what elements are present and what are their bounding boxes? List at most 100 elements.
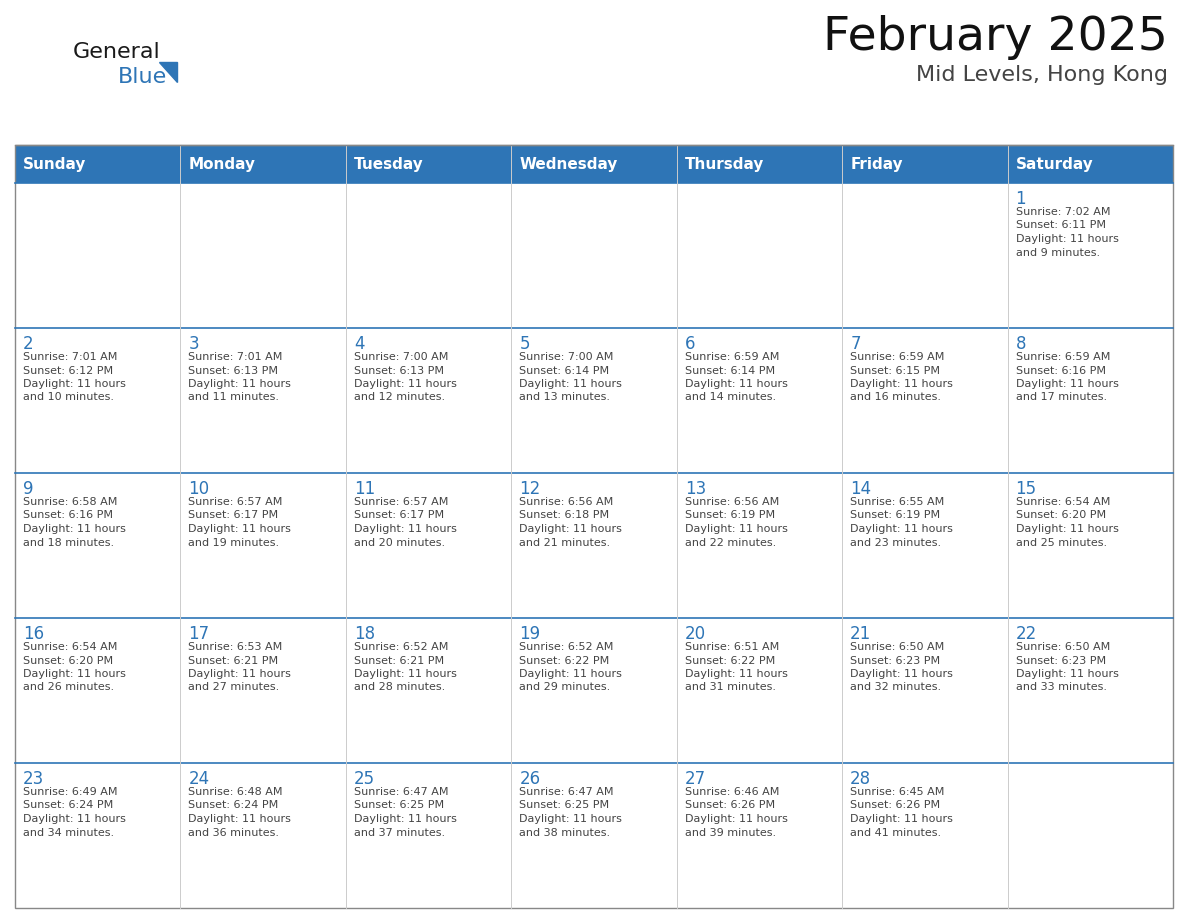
Text: Sunrise: 6:47 AM: Sunrise: 6:47 AM: [519, 787, 614, 797]
Bar: [346, 328, 511, 473]
Text: Sunrise: 6:52 AM: Sunrise: 6:52 AM: [519, 642, 614, 652]
Text: and 19 minutes.: and 19 minutes.: [189, 538, 279, 547]
Text: Daylight: 11 hours: Daylight: 11 hours: [851, 669, 953, 679]
Text: Sunrise: 6:49 AM: Sunrise: 6:49 AM: [23, 787, 118, 797]
Text: Daylight: 11 hours: Daylight: 11 hours: [851, 524, 953, 534]
Bar: [677, 183, 842, 328]
Bar: [181, 473, 346, 618]
Text: Sunset: 6:23 PM: Sunset: 6:23 PM: [1016, 655, 1106, 666]
Text: Daylight: 11 hours: Daylight: 11 hours: [189, 379, 291, 389]
Bar: [1007, 183, 1173, 328]
Bar: [181, 328, 346, 473]
Text: Mid Levels, Hong Kong: Mid Levels, Hong Kong: [916, 65, 1168, 85]
Text: Daylight: 11 hours: Daylight: 11 hours: [684, 669, 788, 679]
Text: 16: 16: [23, 625, 44, 643]
Text: General: General: [74, 42, 160, 62]
Text: 24: 24: [189, 770, 209, 788]
Text: 9: 9: [23, 480, 33, 498]
Text: Sunset: 6:16 PM: Sunset: 6:16 PM: [1016, 365, 1106, 375]
Text: Sunset: 6:19 PM: Sunset: 6:19 PM: [684, 510, 775, 521]
Text: Sunset: 6:24 PM: Sunset: 6:24 PM: [23, 800, 113, 811]
Text: Sunset: 6:21 PM: Sunset: 6:21 PM: [189, 655, 278, 666]
Text: and 39 minutes.: and 39 minutes.: [684, 827, 776, 837]
Text: and 28 minutes.: and 28 minutes.: [354, 682, 446, 692]
Text: and 33 minutes.: and 33 minutes.: [1016, 682, 1106, 692]
Text: and 37 minutes.: and 37 minutes.: [354, 827, 446, 837]
Text: 23: 23: [23, 770, 44, 788]
Bar: [181, 763, 346, 908]
Text: Sunset: 6:24 PM: Sunset: 6:24 PM: [189, 800, 279, 811]
Text: and 31 minutes.: and 31 minutes.: [684, 682, 776, 692]
Text: 21: 21: [851, 625, 871, 643]
Text: Sunrise: 6:52 AM: Sunrise: 6:52 AM: [354, 642, 448, 652]
Bar: [1007, 763, 1173, 908]
Text: Daylight: 11 hours: Daylight: 11 hours: [354, 669, 456, 679]
Bar: [346, 183, 511, 328]
Text: Daylight: 11 hours: Daylight: 11 hours: [684, 379, 788, 389]
Text: Sunrise: 6:45 AM: Sunrise: 6:45 AM: [851, 787, 944, 797]
Bar: [842, 618, 1007, 763]
Bar: [677, 763, 842, 908]
Text: Sunset: 6:17 PM: Sunset: 6:17 PM: [354, 510, 444, 521]
Text: and 38 minutes.: and 38 minutes.: [519, 827, 611, 837]
Text: 7: 7: [851, 335, 860, 353]
Bar: [15, 618, 181, 763]
Bar: [181, 183, 346, 328]
Text: Daylight: 11 hours: Daylight: 11 hours: [851, 379, 953, 389]
Text: Daylight: 11 hours: Daylight: 11 hours: [1016, 379, 1118, 389]
Bar: [842, 328, 1007, 473]
Text: 4: 4: [354, 335, 365, 353]
Text: Sunset: 6:14 PM: Sunset: 6:14 PM: [684, 365, 775, 375]
Bar: [1007, 473, 1173, 618]
Bar: [15, 328, 181, 473]
Text: Daylight: 11 hours: Daylight: 11 hours: [354, 379, 456, 389]
Bar: [346, 473, 511, 618]
Text: 5: 5: [519, 335, 530, 353]
Text: Daylight: 11 hours: Daylight: 11 hours: [1016, 234, 1118, 244]
Text: 18: 18: [354, 625, 375, 643]
Text: 27: 27: [684, 770, 706, 788]
Text: Sunrise: 6:57 AM: Sunrise: 6:57 AM: [189, 497, 283, 507]
Text: 10: 10: [189, 480, 209, 498]
Bar: [1007, 618, 1173, 763]
Text: and 41 minutes.: and 41 minutes.: [851, 827, 941, 837]
Text: and 16 minutes.: and 16 minutes.: [851, 393, 941, 402]
Text: Daylight: 11 hours: Daylight: 11 hours: [23, 379, 126, 389]
Text: and 13 minutes.: and 13 minutes.: [519, 393, 611, 402]
Text: and 29 minutes.: and 29 minutes.: [519, 682, 611, 692]
Text: 28: 28: [851, 770, 871, 788]
Text: Wednesday: Wednesday: [519, 156, 618, 172]
Polygon shape: [159, 62, 177, 82]
Text: Thursday: Thursday: [684, 156, 764, 172]
Text: Daylight: 11 hours: Daylight: 11 hours: [23, 669, 126, 679]
Bar: [842, 183, 1007, 328]
Text: and 27 minutes.: and 27 minutes.: [189, 682, 279, 692]
Text: Sunset: 6:25 PM: Sunset: 6:25 PM: [354, 800, 444, 811]
Bar: [15, 473, 181, 618]
Bar: [677, 328, 842, 473]
Bar: [511, 618, 677, 763]
Text: and 11 minutes.: and 11 minutes.: [189, 393, 279, 402]
Text: Sunset: 6:11 PM: Sunset: 6:11 PM: [1016, 220, 1106, 230]
Bar: [181, 618, 346, 763]
Text: Sunset: 6:26 PM: Sunset: 6:26 PM: [684, 800, 775, 811]
Text: Sunset: 6:20 PM: Sunset: 6:20 PM: [23, 655, 113, 666]
Text: Sunset: 6:17 PM: Sunset: 6:17 PM: [189, 510, 278, 521]
Text: Sunset: 6:21 PM: Sunset: 6:21 PM: [354, 655, 444, 666]
Text: 14: 14: [851, 480, 871, 498]
Text: Sunset: 6:14 PM: Sunset: 6:14 PM: [519, 365, 609, 375]
Text: Sunset: 6:26 PM: Sunset: 6:26 PM: [851, 800, 940, 811]
Text: 8: 8: [1016, 335, 1026, 353]
Text: 15: 15: [1016, 480, 1037, 498]
Text: Sunrise: 7:02 AM: Sunrise: 7:02 AM: [1016, 207, 1110, 217]
Text: Sunrise: 6:56 AM: Sunrise: 6:56 AM: [519, 497, 613, 507]
Text: Daylight: 11 hours: Daylight: 11 hours: [189, 669, 291, 679]
Text: and 10 minutes.: and 10 minutes.: [23, 393, 114, 402]
Text: Daylight: 11 hours: Daylight: 11 hours: [684, 814, 788, 824]
Bar: [511, 763, 677, 908]
Text: and 9 minutes.: and 9 minutes.: [1016, 248, 1100, 258]
Text: Sunrise: 6:54 AM: Sunrise: 6:54 AM: [1016, 497, 1110, 507]
Text: and 20 minutes.: and 20 minutes.: [354, 538, 446, 547]
Text: Daylight: 11 hours: Daylight: 11 hours: [519, 379, 623, 389]
Text: Sunrise: 6:55 AM: Sunrise: 6:55 AM: [851, 497, 944, 507]
